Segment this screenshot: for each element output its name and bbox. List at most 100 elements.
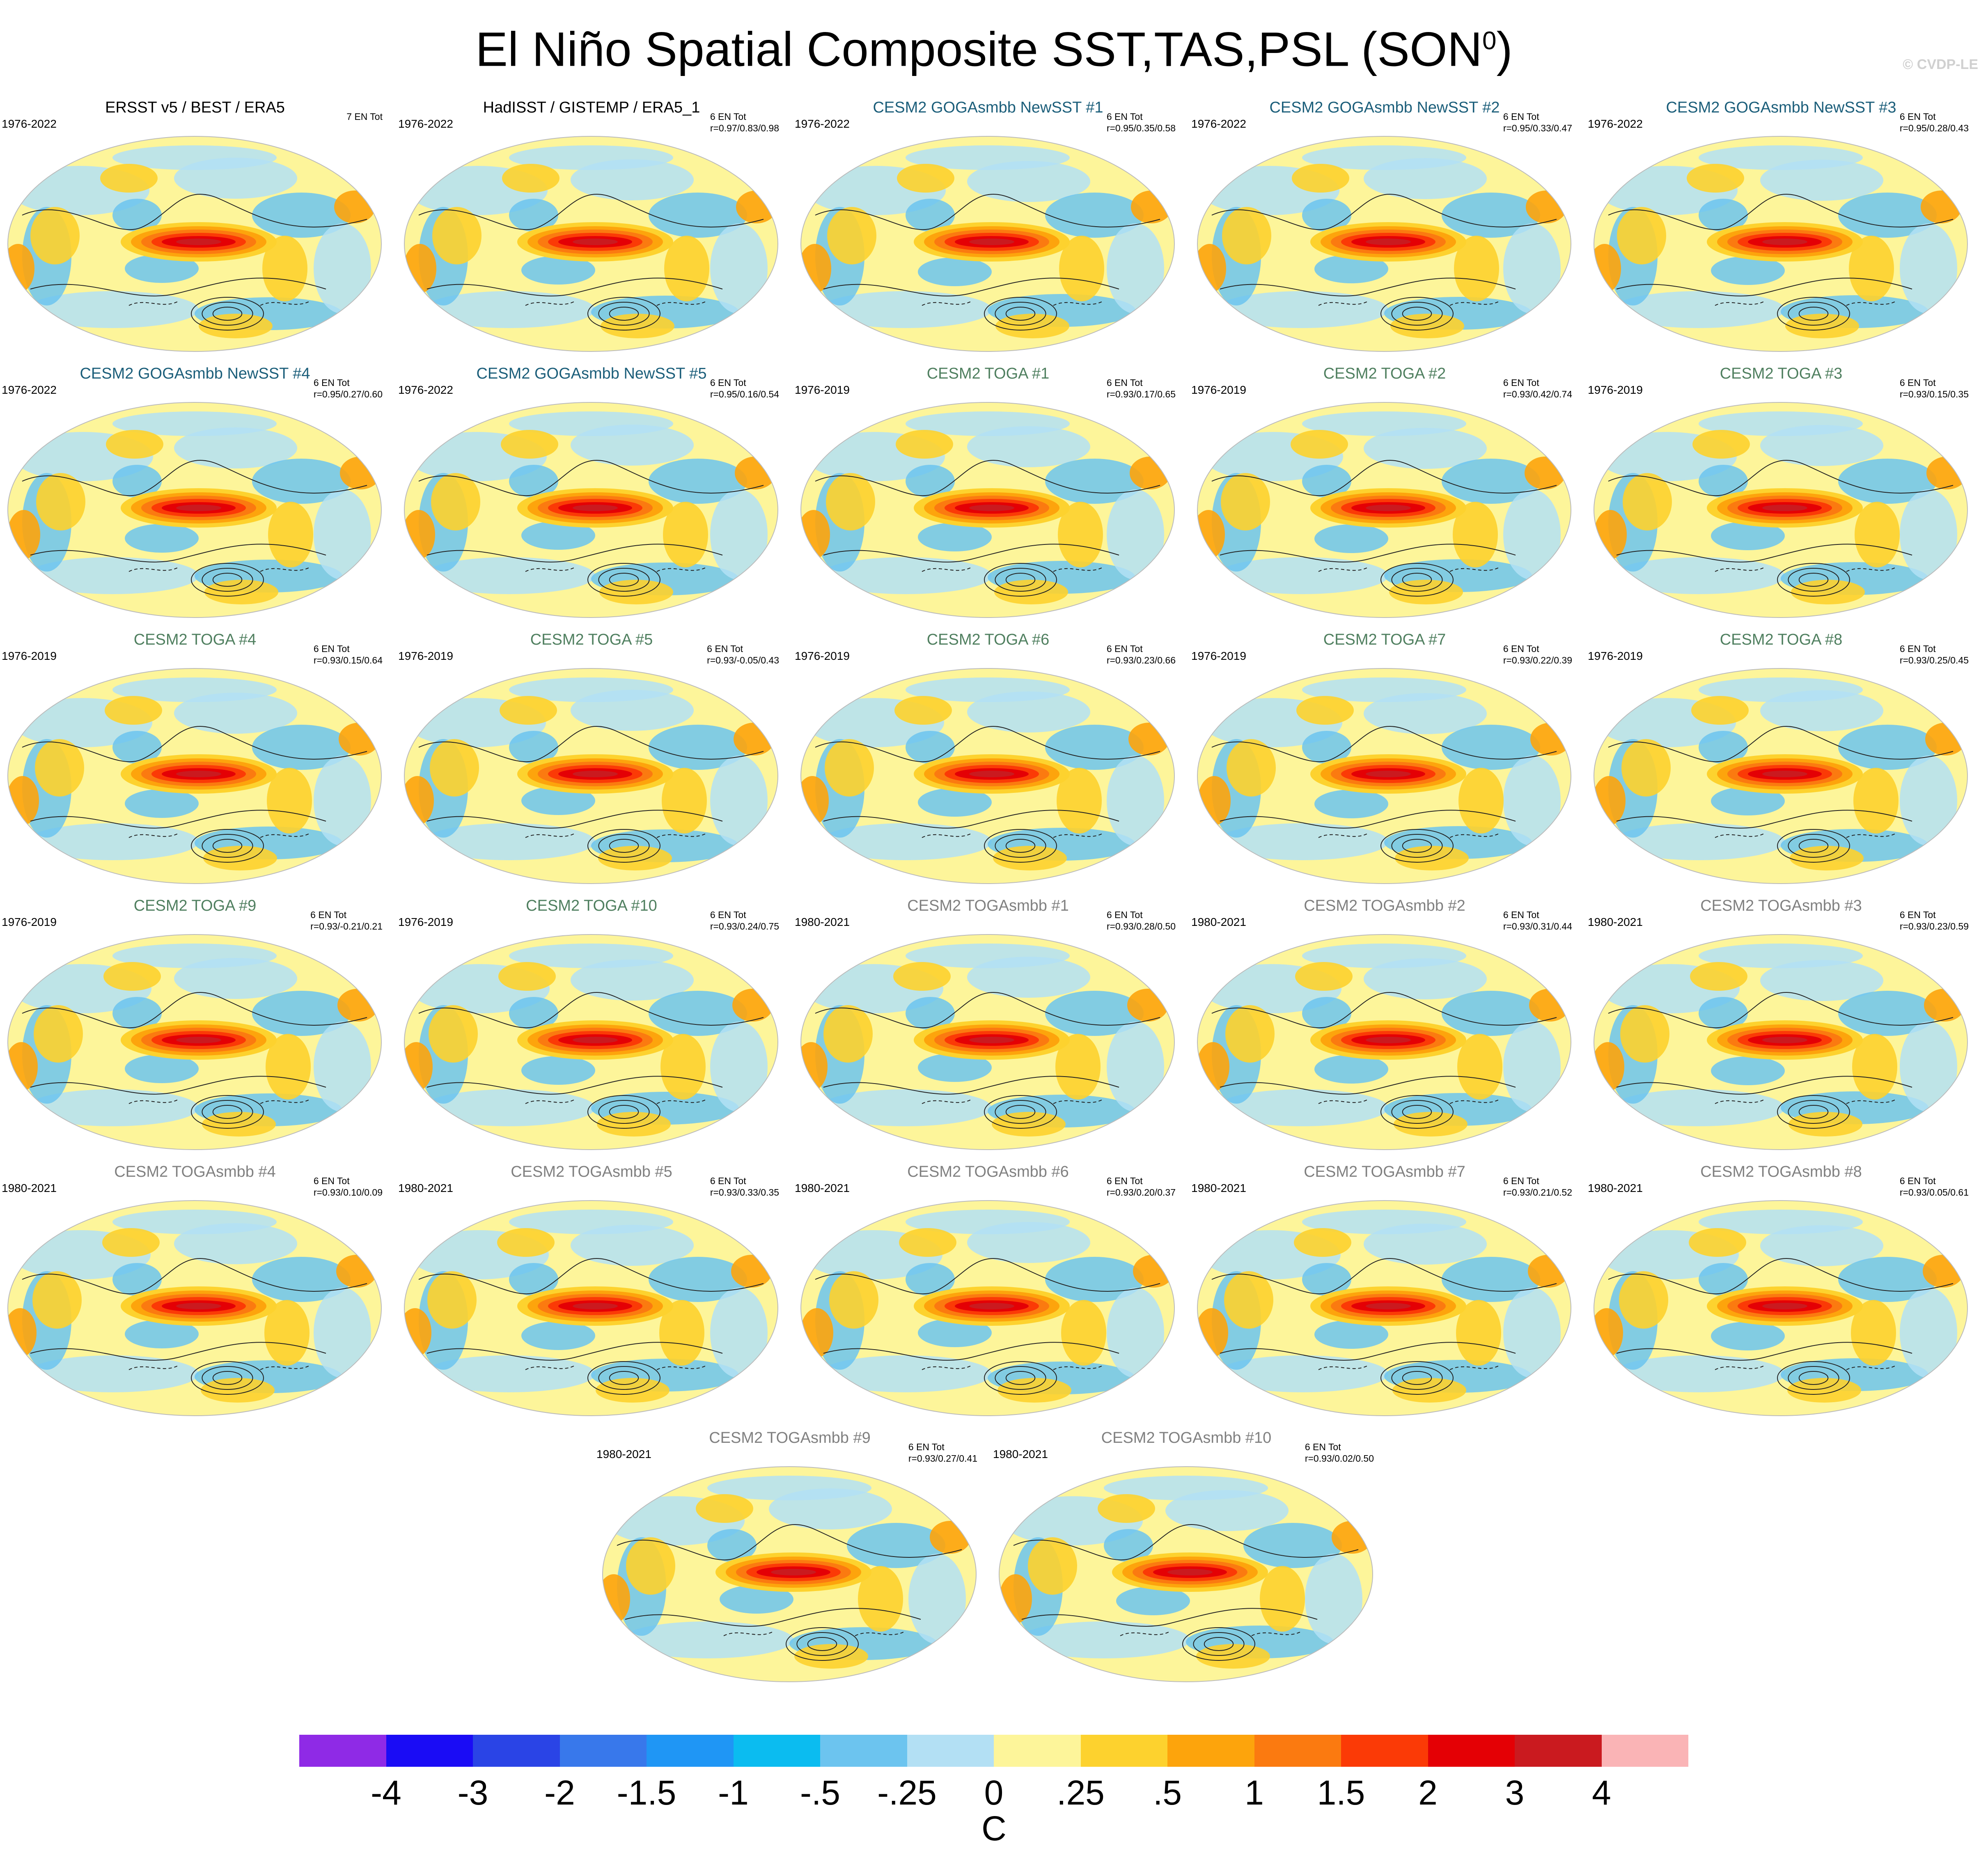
map-outline bbox=[1594, 668, 1968, 884]
warm-anomaly-patch bbox=[825, 739, 874, 797]
colorbar-tick-label: -4 bbox=[371, 1773, 401, 1812]
colorbar-unit: C bbox=[981, 1809, 1007, 1848]
cold-anomaly-patch bbox=[710, 489, 768, 580]
cold-anomaly-patch bbox=[1711, 521, 1785, 550]
warm-anomaly-patch bbox=[894, 696, 952, 725]
warm-anomaly-patch bbox=[431, 473, 480, 530]
map-panel: CESM2 TOGA #3 1976-2019 6 EN Tot r=0.93/0.1… bbox=[1586, 364, 1976, 622]
cold-anomaly-patch bbox=[1711, 1056, 1785, 1085]
warm-anomaly-patch bbox=[897, 164, 954, 193]
panel-title: CESM2 TOGA #2 bbox=[1323, 365, 1446, 382]
warm-anomaly-patch bbox=[1787, 1378, 1861, 1403]
el-nino-tongue bbox=[771, 1569, 816, 1575]
world-map bbox=[800, 1200, 1175, 1416]
cold-anomaly-patch bbox=[26, 557, 199, 594]
world-map bbox=[1197, 136, 1571, 352]
psl-contours bbox=[418, 1258, 764, 1395]
psl-contours bbox=[1211, 1258, 1557, 1395]
warm-anomaly-patch bbox=[105, 696, 162, 725]
cold-anomaly-patch bbox=[1612, 823, 1785, 860]
world-map bbox=[7, 1200, 382, 1416]
event-count-label: 6 EN Tot bbox=[1106, 643, 1143, 654]
map-outline bbox=[404, 402, 778, 618]
colorbar-swatch bbox=[1515, 1735, 1602, 1767]
warm-anomaly-patch bbox=[1594, 1042, 1624, 1091]
world-map bbox=[1594, 136, 1968, 352]
cold-anomaly-patch bbox=[26, 1089, 199, 1126]
warm-anomaly-patch bbox=[1855, 502, 1900, 567]
cold-anomaly-patch bbox=[1216, 557, 1388, 594]
cold-anomaly-patch bbox=[1107, 755, 1164, 846]
panel-event-count: 6 EN Tot r=0.93/0.22/0.39 bbox=[1503, 643, 1572, 666]
warm-anomaly-patch bbox=[1689, 1228, 1746, 1257]
map-panel: CESM2 TOGA #7 1976-2019 6 EN Tot r=0.93/0.2… bbox=[1190, 630, 1580, 889]
warm-anomaly-patch bbox=[1785, 314, 1859, 338]
world-map bbox=[800, 402, 1175, 618]
cold-anomaly-patch bbox=[710, 223, 768, 314]
cold-anomaly-patch bbox=[918, 257, 992, 286]
panel-title: CESM2 TOGAsmbb #8 bbox=[1700, 1163, 1862, 1180]
psl-contours bbox=[418, 460, 764, 597]
cold-anomaly-patch bbox=[720, 1585, 793, 1614]
cold-anomaly-patch bbox=[423, 557, 595, 594]
cold-anomaly-patch bbox=[710, 755, 768, 846]
psl-contours bbox=[815, 460, 1160, 597]
panel-event-count: 6 EN Tot r=0.93/0.33/0.35 bbox=[710, 1175, 779, 1198]
warm-anomaly-patch bbox=[1133, 1255, 1174, 1288]
panel-title: CESM2 TOGAsmbb #1 bbox=[907, 897, 1069, 914]
cold-anomaly-patch bbox=[707, 1476, 871, 1500]
warm-anomaly-patch bbox=[1222, 207, 1271, 264]
warm-anomaly-patch bbox=[35, 739, 84, 797]
event-count-label: 6 EN Tot bbox=[1106, 377, 1143, 388]
map-panel: CESM2 TOGA #8 1976-2019 6 EN Tot r=0.93/0.2… bbox=[1586, 630, 1976, 889]
panel-period: 1976-2022 bbox=[2, 117, 57, 130]
panel-period: 1976-2019 bbox=[398, 916, 453, 928]
warm-anomaly-patch bbox=[659, 1300, 704, 1366]
psl-contours bbox=[22, 1258, 367, 1395]
cold-anomaly-patch bbox=[906, 944, 1070, 968]
psl-contours bbox=[1211, 992, 1557, 1129]
warm-anomaly-patch bbox=[993, 846, 1067, 870]
cold-anomaly-patch bbox=[26, 291, 199, 328]
figure-title: El Niño Spatial Composite SST,TAS,PSL (S… bbox=[0, 12, 1988, 78]
colorbar-swatch bbox=[473, 1735, 560, 1767]
map-outline bbox=[7, 402, 382, 618]
warm-anomaly-patch bbox=[498, 962, 556, 991]
event-count-label: 6 EN Tot bbox=[1503, 643, 1539, 654]
cold-anomaly-patch bbox=[906, 145, 1070, 170]
event-count-label: 6 EN Tot bbox=[1305, 1442, 1341, 1452]
warm-anomaly-patch bbox=[8, 1042, 38, 1091]
panel-title: CESM2 TOGAsmbb #9 bbox=[709, 1429, 871, 1447]
panel-title: CESM2 GOGAsmbb NewSST #2 bbox=[1269, 99, 1500, 116]
psl-contours bbox=[22, 460, 367, 597]
panel-period: 1976-2022 bbox=[398, 117, 453, 130]
cold-anomaly-patch bbox=[26, 1355, 199, 1392]
warm-anomaly-patch bbox=[264, 1300, 310, 1366]
world-map bbox=[800, 136, 1175, 352]
warm-anomaly-patch bbox=[598, 846, 672, 870]
warm-anomaly-patch bbox=[1296, 696, 1354, 725]
world-map bbox=[1594, 934, 1968, 1150]
cold-anomaly-patch bbox=[1699, 677, 1863, 702]
cold-anomaly-patch bbox=[621, 1621, 793, 1658]
warm-anomaly-patch bbox=[262, 236, 307, 301]
colorbar-swatch bbox=[559, 1735, 647, 1767]
cold-anomaly-patch bbox=[1165, 1490, 1289, 1531]
panel-title: CESM2 TOGAsmbb #3 bbox=[1700, 897, 1862, 914]
cold-anomaly-patch bbox=[26, 823, 199, 860]
pattern-correlation-label: r=0.93/0.10/0.09 bbox=[313, 1187, 383, 1198]
warm-anomaly-patch bbox=[404, 244, 436, 293]
world-map bbox=[800, 668, 1175, 884]
warm-anomaly-patch bbox=[994, 580, 1068, 604]
colorbar-swatch bbox=[386, 1735, 473, 1767]
map-outline bbox=[1594, 1200, 1968, 1416]
credit-label: © CVDP-LE bbox=[1903, 57, 1978, 72]
panel-title: CESM2 TOGA #3 bbox=[1720, 365, 1843, 382]
el-nino-tongue bbox=[1762, 1037, 1807, 1043]
pattern-correlation-label: r=0.93/0.33/0.35 bbox=[710, 1187, 779, 1198]
warm-anomaly-patch bbox=[103, 962, 161, 991]
psl-contours bbox=[1211, 194, 1557, 331]
panel-period: 1976-2022 bbox=[795, 117, 850, 130]
cold-anomaly-patch bbox=[571, 1225, 694, 1266]
panel-title: ERSST v5 / BEST / ERA5 bbox=[105, 99, 285, 116]
